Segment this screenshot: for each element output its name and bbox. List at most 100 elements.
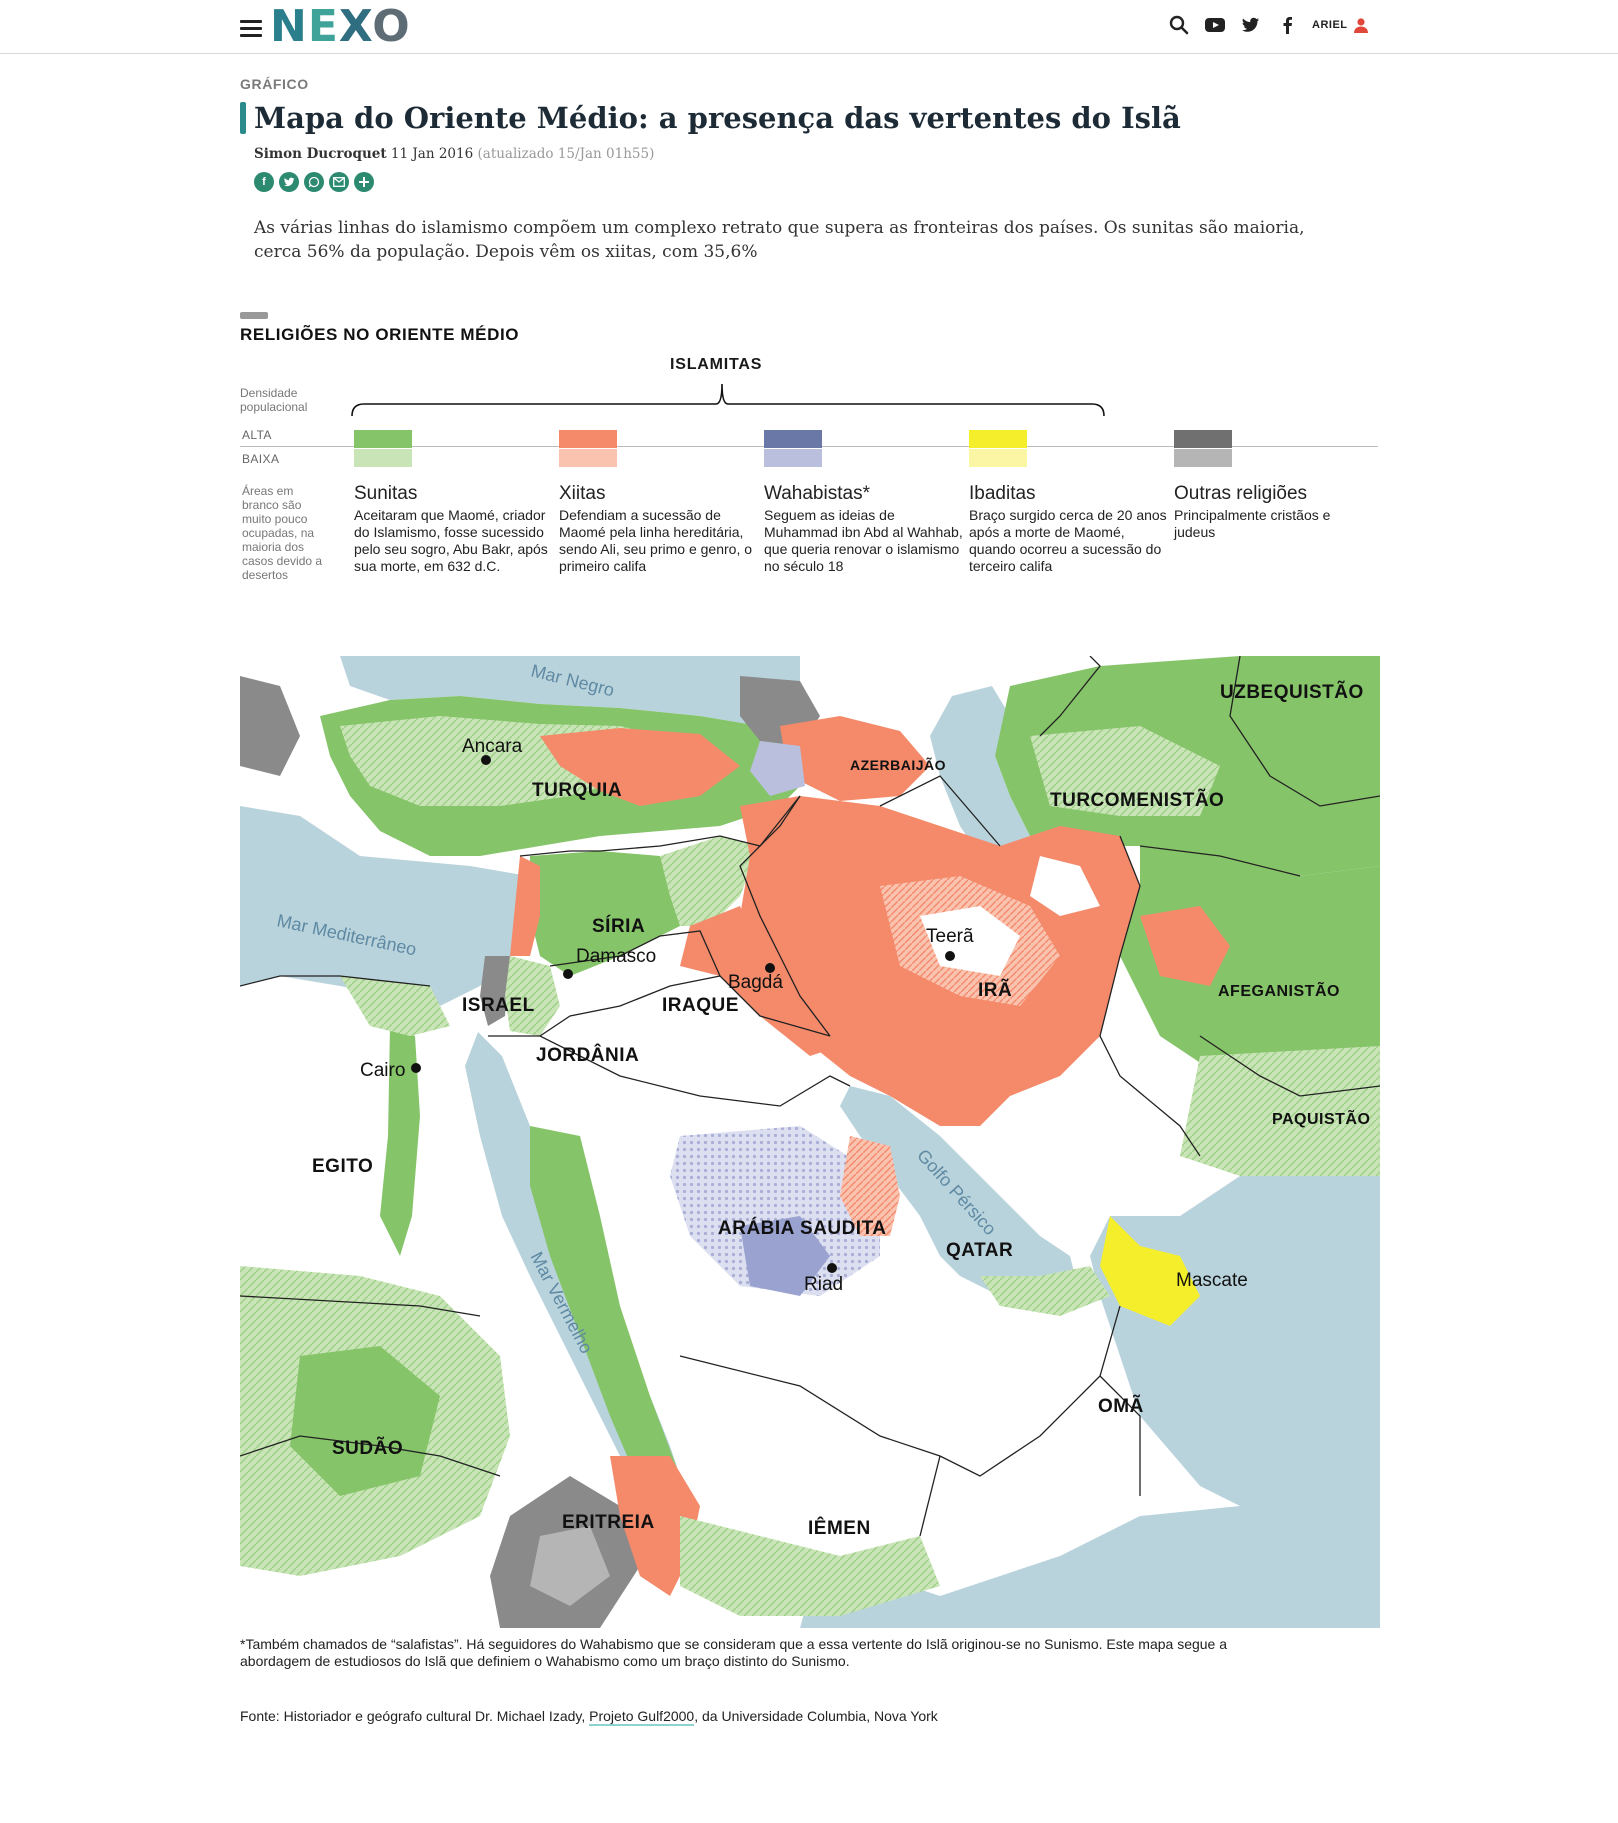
country-borders bbox=[240, 656, 1380, 1537]
title-accent-bar bbox=[240, 102, 246, 134]
legend-name: Outras religiões bbox=[1174, 483, 1308, 504]
country-iraq: IRAQUE bbox=[662, 995, 739, 1016]
region-oman-ibadi bbox=[1100, 1216, 1200, 1326]
region-turkey-shia bbox=[540, 728, 740, 806]
legend-xiitas: Xiitas Defendiam a sucessão de Maomé pel… bbox=[559, 430, 759, 575]
legend-desc: Aceitaram que Maomé, criador do Islamism… bbox=[354, 507, 548, 574]
twitter-share-icon[interactable] bbox=[279, 172, 299, 192]
city-mascate: Mascate bbox=[1176, 1270, 1248, 1291]
updated-date: (atualizado 15/Jan 01h55) bbox=[477, 146, 655, 162]
swatch-high bbox=[559, 430, 617, 448]
legend-name: Sunitas bbox=[354, 483, 418, 504]
youtube-icon[interactable] bbox=[1204, 14, 1226, 36]
low-density-label: BAIXA bbox=[242, 452, 280, 466]
region-azerbaijan-shia bbox=[780, 716, 930, 801]
region-pakistan-low bbox=[1180, 1046, 1380, 1176]
country-afghanistan: AFEGANISTÃO bbox=[1218, 980, 1340, 1000]
legend-desc: Braço surgido cerca de 20 anos após a mo… bbox=[969, 507, 1167, 574]
legend-sunitas: Sunitas Aceitaram que Maomé, criador do … bbox=[354, 430, 554, 575]
city-dot-riad bbox=[827, 1263, 837, 1273]
region-iraq-sunni bbox=[660, 836, 760, 926]
region-israel-other bbox=[480, 956, 510, 1026]
country-oman: OMÃ bbox=[1098, 1395, 1144, 1417]
country-yemen: IÊMEN bbox=[808, 1517, 871, 1539]
more-share-icon[interactable] bbox=[354, 172, 374, 192]
country-egypt: EGITO bbox=[312, 1156, 373, 1177]
city-labels: Ancara Damasco Bagdá Teerã Cairo Riad Ma… bbox=[360, 736, 1248, 1295]
city-damasco: Damasco bbox=[576, 946, 656, 967]
country-uzbekistan: UZBEQUISTÃO bbox=[1220, 681, 1364, 703]
article-kicker: GRÁFICO bbox=[240, 76, 309, 92]
persian-gulf bbox=[840, 1086, 1080, 1306]
article-title: Mapa do Oriente Médio: a presença das ve… bbox=[254, 101, 1181, 135]
high-density-label: ALTA bbox=[242, 428, 272, 442]
country-pakistan: PAQUISTÃO bbox=[1272, 1108, 1370, 1128]
twitter-icon[interactable] bbox=[1240, 14, 1262, 36]
city-dot-ancara bbox=[481, 755, 491, 765]
region-uae-sunni bbox=[980, 1266, 1110, 1316]
region-armenia-wahhabi bbox=[750, 741, 805, 796]
nexo-logo[interactable]: NEXO bbox=[270, 1, 411, 52]
top-bar: NEXO ARIEL bbox=[0, 0, 1618, 54]
blank-areas-note: Áreas em branco são muito pouco ocupadas… bbox=[242, 484, 323, 582]
region-yemen-shia bbox=[610, 1456, 700, 1596]
region-yemen-sunni bbox=[680, 1516, 940, 1616]
region-riyadh-wahhabi bbox=[740, 1216, 830, 1296]
caspian-sea bbox=[930, 686, 1030, 866]
legend-outras: Outras religiões Principalmente cristãos… bbox=[1174, 430, 1374, 541]
source-line: Fonte: Historiador e geógrafo cultural D… bbox=[240, 1708, 938, 1726]
swatch-low bbox=[559, 449, 617, 467]
publish-date: 11 Jan 2016 bbox=[390, 146, 474, 162]
islamitas-label: ISLAMITAS bbox=[670, 356, 763, 373]
country-saudi-arabia: ARÁBIA SAUDITA bbox=[718, 1217, 887, 1239]
region-eritrea-other-low bbox=[530, 1526, 610, 1606]
country-turkmenistan: TURCOMENISTÃO bbox=[1050, 789, 1224, 811]
swatch-low bbox=[764, 449, 822, 467]
black-sea bbox=[340, 656, 800, 726]
city-cairo: Cairo bbox=[360, 1060, 405, 1081]
region-anatolia-west-other bbox=[240, 676, 300, 776]
region-sudan-sunni-hi bbox=[290, 1346, 440, 1496]
country-qatar: QATAR bbox=[946, 1240, 1013, 1261]
legend-name: Xiitas bbox=[559, 483, 606, 504]
city-dot-cairo bbox=[411, 1063, 421, 1073]
legend-wahabistas: Wahabistas* Seguem as ideias de Muhammad… bbox=[764, 430, 964, 575]
mediterranean-sea bbox=[240, 806, 540, 1006]
region-afghanistan-shia bbox=[1140, 906, 1230, 986]
country-azerbaijan: AZERBAIJÃO bbox=[850, 756, 946, 773]
density-label: Densidade populacional bbox=[240, 386, 308, 414]
country-israel: ISRAEL bbox=[462, 995, 535, 1016]
islamitas-brace bbox=[351, 383, 1105, 417]
country-sudan: SUDÃO bbox=[332, 1437, 403, 1459]
swatch-high bbox=[764, 430, 822, 448]
user-menu[interactable]: ARIEL bbox=[1312, 17, 1368, 33]
swatch-low bbox=[1174, 449, 1232, 467]
user-icon bbox=[1353, 17, 1368, 33]
menu-icon[interactable] bbox=[240, 20, 262, 38]
email-share-icon[interactable] bbox=[329, 172, 349, 192]
country-turkey: TURQUIA bbox=[532, 780, 622, 801]
author-name[interactable]: Simon Ducroquet bbox=[254, 146, 387, 162]
region-hejaz-sunni bbox=[530, 1126, 680, 1486]
legend-ibaditas: Ibaditas Braço surgido cerca de 20 anos … bbox=[969, 430, 1169, 575]
legend-desc: Defendiam a sucessão de Maomé pela linha… bbox=[559, 507, 753, 574]
share-bar: f bbox=[254, 172, 374, 192]
user-name: ARIEL bbox=[1312, 19, 1348, 31]
region-iran-desert-2 bbox=[1030, 856, 1100, 916]
legend-name: Wahabistas* bbox=[764, 483, 870, 504]
city-dot-teera bbox=[945, 951, 955, 961]
facebook-icon[interactable] bbox=[1276, 14, 1298, 36]
religion-map: UZBEQUISTÃO AZERBAIJÃO TURCOMENISTÃO TUR… bbox=[240, 656, 1380, 1628]
source-link[interactable]: Projeto Gulf2000 bbox=[589, 1708, 695, 1726]
source-prefix: Fonte: Historiador e geógrafo cultural D… bbox=[240, 1708, 586, 1724]
country-labels: UZBEQUISTÃO AZERBAIJÃO TURCOMENISTÃO TUR… bbox=[312, 681, 1370, 1539]
city-dot-damasco bbox=[563, 969, 573, 979]
city-ancara: Ancara bbox=[462, 736, 523, 757]
whatsapp-share-icon[interactable] bbox=[304, 172, 324, 192]
country-iran: IRÃ bbox=[978, 979, 1012, 1001]
facebook-share-icon[interactable]: f bbox=[254, 172, 274, 192]
region-nile-sunni bbox=[380, 1026, 420, 1256]
region-eastern-shia bbox=[840, 1136, 900, 1236]
search-icon[interactable] bbox=[1168, 14, 1190, 36]
city-riad: Riad bbox=[804, 1274, 843, 1295]
